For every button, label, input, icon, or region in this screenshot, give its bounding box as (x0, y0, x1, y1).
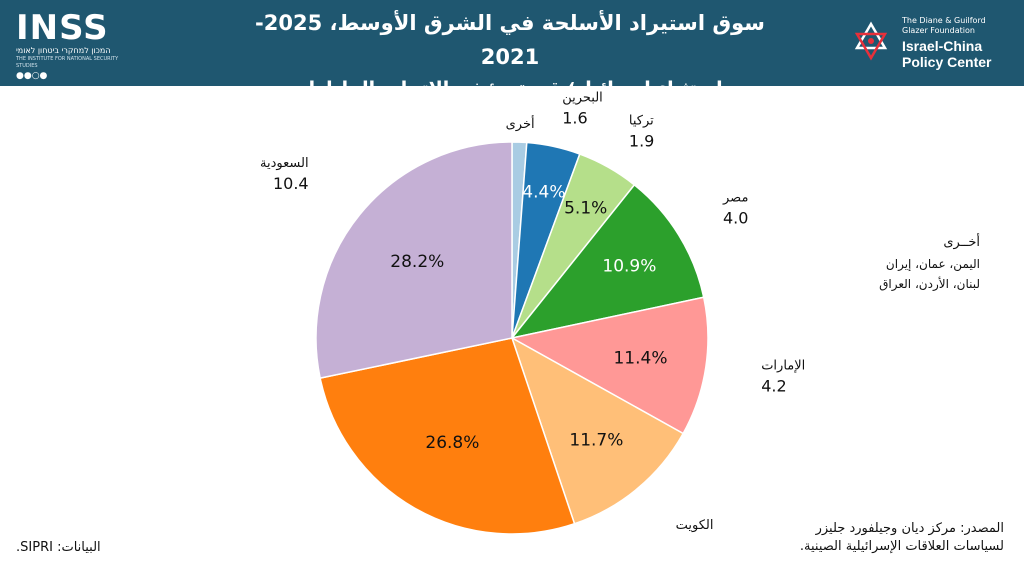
source-note-line2: لسياسات العلاقات الإسرائيلية الصينية. (799, 539, 1004, 554)
pie-pct-label-4: 11.4% (613, 348, 667, 368)
pie-slice-7 (315, 141, 513, 380)
inss-logo-english: THE INSTITUTE FOR NATIONAL SECURITY STUD… (16, 56, 119, 69)
pie-name-label-7: السعودية (260, 156, 309, 171)
chart-title-line2: باستثناء إسرائيل؛ قيمة مؤشر الاتجاه بالم… (289, 78, 731, 100)
pie-value-label-3: 4.0 (723, 209, 748, 228)
star-of-david-icon (854, 21, 888, 61)
israel-china-logo-foundation-line1: The Diane & Guilford (902, 16, 986, 25)
pie-slices (315, 141, 709, 535)
pie-pct-label-6: 26.8% (425, 433, 479, 453)
inss-logo-dots-icon: ●●○● (16, 71, 48, 81)
pie-slice-6 (319, 337, 576, 535)
pie-name-label-2: تركيا (629, 114, 654, 129)
pie-name-label-3: مصر (722, 191, 748, 206)
pie-pct-label-3: 10.9% (602, 257, 656, 277)
inss-logo-hebrew: המכון למחקרי ביטחון לאומי (16, 46, 111, 55)
israel-china-logo-name-line2: Policy Center (902, 54, 992, 70)
pie-value-label-4: 4.2 (761, 377, 786, 396)
pie-pct-label-5: 11.7% (569, 431, 623, 451)
source-note-line1: المصدر: مركز ديان وجيلفورد جليزر (815, 521, 1004, 536)
israel-china-logo: The Diane & Guilford Glazer Foundation I… (852, 14, 1022, 74)
others-note-line2: لبنان، الأردن، العراق (879, 277, 980, 291)
israel-china-logo-name: Israel-China Policy Center (902, 38, 991, 70)
pie-pct-label-2: 5.1% (564, 198, 607, 218)
inss-logo-word: INSS (16, 8, 109, 48)
israel-china-logo-name-line1: Israel-China (902, 38, 983, 54)
pie-name-label-5: الكويت (676, 518, 714, 533)
pie-value-label-7: 10.4 (273, 174, 309, 193)
israel-china-logo-foundation-line2: Glazer Foundation (902, 26, 975, 35)
pie-chart: أخرى 4.4% البحرين 1.6 5.1% تركيا 1.9 10.9% مصر 4.… (260, 90, 805, 536)
others-note-heading: أخــرى (943, 235, 980, 250)
inss-logo: INSS המכון למחקרי ביטחון לאומי THE INSTI… (16, 8, 136, 81)
pie-value-label-2: 1.9 (629, 132, 654, 151)
pie-pct-label-1: 4.4% (522, 182, 565, 202)
pie-slice-4 (509, 296, 709, 435)
others-note-line1: اليمن، عمان، إيران (885, 257, 980, 271)
pie-value-label-1: 1.6 (562, 108, 587, 127)
pie-name-label-1: البحرين (562, 90, 603, 105)
pie-name-label-0: أخرى (506, 115, 535, 132)
header-bar: INSS המכון למחקרי ביטחון לאומי THE INSTI… (0, 0, 1024, 100)
chart-title: سوق استيراد الأسلحة في الشرق الأوسط، 202… (230, 6, 790, 104)
pie-pct-label-7: 28.2% (390, 252, 444, 272)
pie-slice-5 (510, 336, 685, 525)
israel-china-logo-foundation: The Diane & Guilford Glazer Foundation (902, 16, 986, 36)
source-note: المصدر: مركز ديان وجيلفورد جليزر لسياسات… (800, 520, 1004, 556)
others-note: أخــرى اليمن، عمان، إيران لبنان، الأردن،… (879, 232, 980, 294)
chart-title-line1: سوق استيراد الأسلحة في الشرق الأوسط، 202… (255, 11, 765, 69)
pie-slice-3 (510, 183, 705, 340)
data-credit: البيانات: SIPRI. (16, 540, 101, 555)
pie-name-label-4: الإمارات (761, 359, 805, 374)
